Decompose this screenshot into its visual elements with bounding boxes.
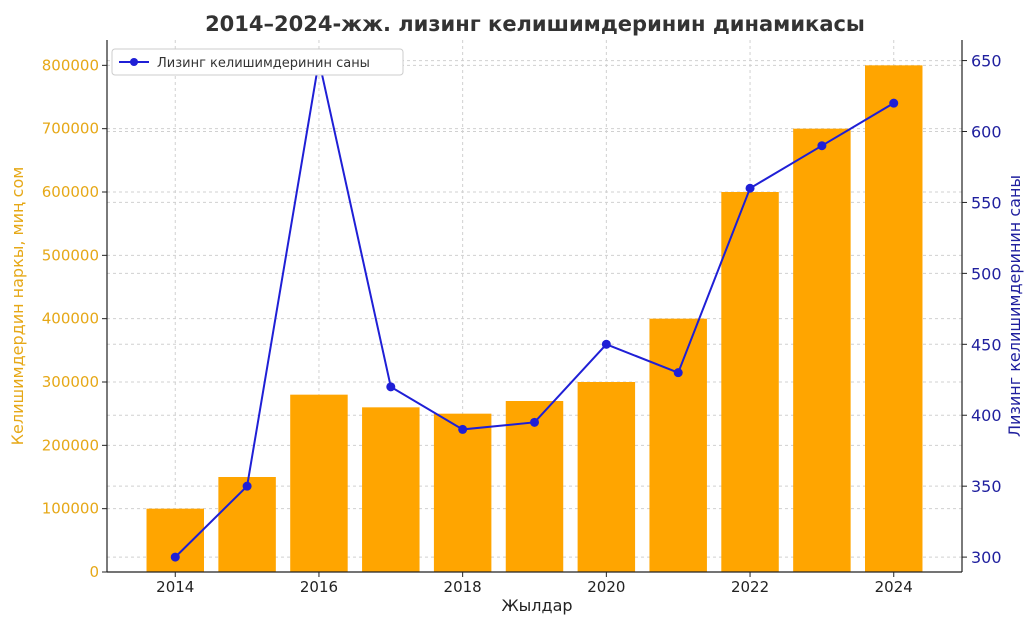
y-right-tick-label: 350 [971,477,1002,496]
bar [362,407,420,572]
legend: Лизинг келишимдеринин саны [111,48,404,76]
y-right-tick-label: 400 [971,406,1002,425]
x-tick-label: 2024 [875,578,913,596]
line-point [530,417,539,427]
y-left-tick-label: 700000 [42,120,99,138]
y-left-tick-label: 500000 [42,246,99,264]
line-point [386,382,396,392]
y-right-tick-label: 300 [971,548,1002,567]
line-point [458,424,468,434]
bar [290,394,348,572]
bar [649,318,707,572]
line-point [170,552,180,562]
y-left-tick-label: 400000 [42,310,99,328]
y-right-tick-label: 500 [971,264,1002,283]
y-left-tick-label: 600000 [42,183,99,201]
bar [218,477,276,572]
y-right-tick-label: 450 [971,335,1002,354]
y-right-tick-label: 650 [971,52,1002,71]
x-axis-label: Жылдар [501,596,572,615]
bars [146,65,923,572]
ticks: 0 100000 200000 300000 400000 500000 600000 700… [42,52,1002,596]
line-point [673,368,683,378]
line-point [889,98,899,108]
legend-box [111,48,404,76]
y-left-tick-label: 800000 [42,56,99,74]
y-right-tick-label: 600 [971,123,1002,142]
bar [721,192,779,572]
chart-title: 2014–2024-жж. лизинг келишимдеринин дина… [205,12,865,36]
bar [146,508,204,572]
x-tick-label: 2022 [731,578,769,596]
bar [433,413,492,572]
y-axis-left-label: Келишимдердин наркы, миң сом [8,167,27,446]
x-tick-label: 2016 [300,578,338,596]
bar [577,382,636,572]
x-tick-label: 2018 [444,578,482,596]
y-axis-right-label: Лизинг келишимдеринин саны [1005,175,1024,437]
x-tick-label: 2020 [587,578,625,596]
bar [505,401,564,572]
y-right-tick-label: 550 [971,193,1002,212]
line-point [817,141,827,151]
legend-label: Лизинг келишимдеринин саны [157,56,370,71]
bar [865,65,923,572]
y-left-tick-label: 100000 [42,500,99,518]
line-point [242,481,252,491]
y-left-tick-label: 0 [89,563,99,581]
y-left-tick-label: 300000 [42,373,99,391]
legend-marker [130,58,138,66]
y-left-tick-label: 200000 [42,436,99,454]
bar [793,128,851,572]
line-point [745,183,755,193]
x-tick-label: 2014 [156,578,194,596]
line-point [601,339,611,349]
